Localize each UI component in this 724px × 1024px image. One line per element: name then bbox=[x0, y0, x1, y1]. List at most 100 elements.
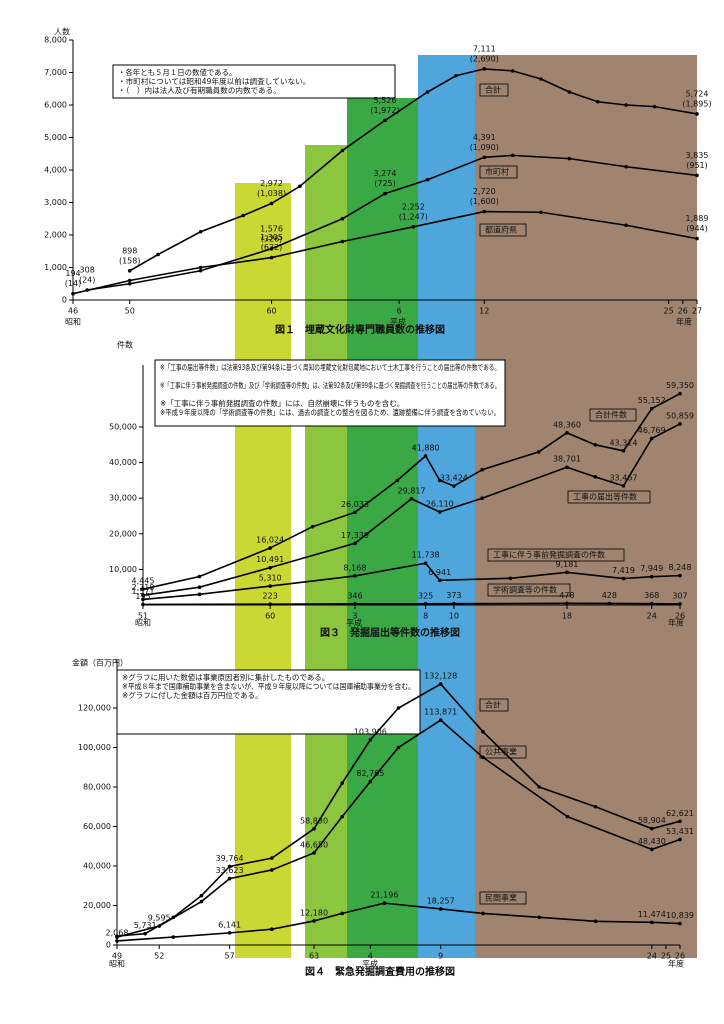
legend-box bbox=[487, 583, 571, 597]
point bbox=[621, 576, 626, 581]
point bbox=[510, 153, 515, 158]
value-label: 5,724 bbox=[686, 89, 709, 98]
band bbox=[235, 183, 291, 958]
legend-box bbox=[479, 165, 518, 179]
value-label: 113,871 bbox=[424, 708, 457, 717]
legend-label: 合計 bbox=[485, 85, 501, 95]
x-tick-label: 18 bbox=[562, 612, 572, 621]
x-tick-label: 50 bbox=[125, 307, 135, 316]
x-tick-label: 27 bbox=[692, 307, 702, 316]
point bbox=[340, 814, 345, 819]
series-line bbox=[142, 393, 681, 590]
value-label: 5,731 bbox=[134, 921, 157, 930]
point bbox=[353, 601, 357, 606]
point bbox=[621, 449, 626, 453]
x-tick-label: 6 bbox=[397, 307, 402, 316]
y-tick-label: 3,000 bbox=[44, 198, 67, 207]
legend-box bbox=[479, 83, 509, 97]
value-label: 155 bbox=[135, 592, 150, 601]
x-tick-label: 63 bbox=[309, 952, 319, 961]
legend-label: 民間事業 bbox=[485, 893, 517, 903]
value-label: 3,835 bbox=[686, 151, 709, 160]
value-label: 46,769 bbox=[638, 426, 666, 435]
value-label: 11,738 bbox=[412, 551, 440, 560]
band bbox=[475, 55, 697, 958]
point bbox=[141, 593, 145, 598]
point bbox=[312, 919, 316, 923]
value-label: 43,314 bbox=[609, 438, 637, 447]
point bbox=[565, 601, 569, 606]
point bbox=[143, 931, 147, 936]
legend-box bbox=[479, 745, 527, 759]
value-label: 5,526 bbox=[374, 96, 397, 105]
value-sub-label: (158) bbox=[119, 256, 141, 265]
y-tick-label: 120,000 bbox=[78, 704, 111, 713]
series-line bbox=[87, 154, 698, 291]
point bbox=[650, 826, 654, 831]
point bbox=[593, 443, 598, 447]
point bbox=[127, 278, 132, 283]
value-label: 478 bbox=[559, 591, 574, 600]
point bbox=[454, 73, 458, 78]
notes-box bbox=[154, 359, 506, 427]
value-sub-label: (725) bbox=[374, 179, 396, 188]
point bbox=[268, 602, 272, 607]
point bbox=[241, 213, 245, 218]
value-label: 6,141 bbox=[218, 920, 241, 929]
note: ・各年とも５月１日の数値である。 bbox=[118, 67, 236, 77]
y-axis-label: 金額（百万円） bbox=[72, 658, 128, 668]
value-label: 2,068 bbox=[106, 928, 129, 937]
point bbox=[156, 252, 160, 257]
y-tick-label: 50,000 bbox=[109, 423, 137, 432]
point bbox=[395, 478, 400, 483]
value-label: 58,904 bbox=[638, 816, 666, 825]
band bbox=[347, 98, 418, 958]
point bbox=[368, 779, 373, 784]
value-label: 308 bbox=[80, 265, 95, 274]
note: ※グラフに付した金額は百万円位である。 bbox=[122, 690, 263, 700]
value-sub-label: (944) bbox=[686, 224, 708, 233]
era-label: 昭和 bbox=[135, 619, 151, 628]
x-tick-label: 26 bbox=[678, 307, 688, 316]
x-tick-label: 26 bbox=[675, 952, 685, 961]
point bbox=[269, 201, 274, 206]
x-tick-label: 49 bbox=[112, 952, 122, 961]
value-label: 898 bbox=[122, 246, 137, 255]
point bbox=[595, 99, 600, 104]
point bbox=[539, 210, 543, 215]
value-label: 55,152 bbox=[638, 396, 666, 405]
value-label: 82,765 bbox=[356, 769, 384, 778]
x-tick-label: 60 bbox=[266, 307, 276, 316]
value-label: 1,305 bbox=[260, 233, 283, 242]
y-tick-label: 7,000 bbox=[44, 68, 67, 77]
value-label: 48,430 bbox=[638, 837, 666, 846]
point bbox=[695, 112, 699, 116]
point bbox=[368, 737, 373, 742]
legend-label: 合計 bbox=[485, 700, 501, 710]
point bbox=[567, 156, 572, 161]
point bbox=[310, 524, 315, 529]
x-tick-label: 46 bbox=[68, 307, 78, 316]
series-line bbox=[72, 210, 698, 295]
value-label: 59,350 bbox=[666, 381, 694, 390]
note: ・市町村については昭和49年度以前は調査していない。 bbox=[118, 76, 310, 86]
point bbox=[115, 939, 119, 943]
value-label: 9,595 bbox=[148, 914, 171, 923]
point bbox=[678, 921, 682, 926]
series-line bbox=[116, 719, 681, 938]
point bbox=[510, 69, 515, 73]
era-label: 昭和 bbox=[65, 318, 81, 327]
value-label: 10,491 bbox=[256, 555, 284, 564]
point bbox=[198, 265, 203, 270]
y-tick-label: 100,000 bbox=[78, 743, 111, 752]
value-label: 325 bbox=[418, 591, 433, 600]
point bbox=[593, 475, 598, 479]
legend-box bbox=[479, 223, 527, 237]
point bbox=[423, 561, 428, 566]
point bbox=[227, 931, 232, 935]
value-label: 38,701 bbox=[553, 455, 581, 464]
legend-box bbox=[479, 698, 509, 712]
value-label: 17,339 bbox=[341, 531, 369, 540]
